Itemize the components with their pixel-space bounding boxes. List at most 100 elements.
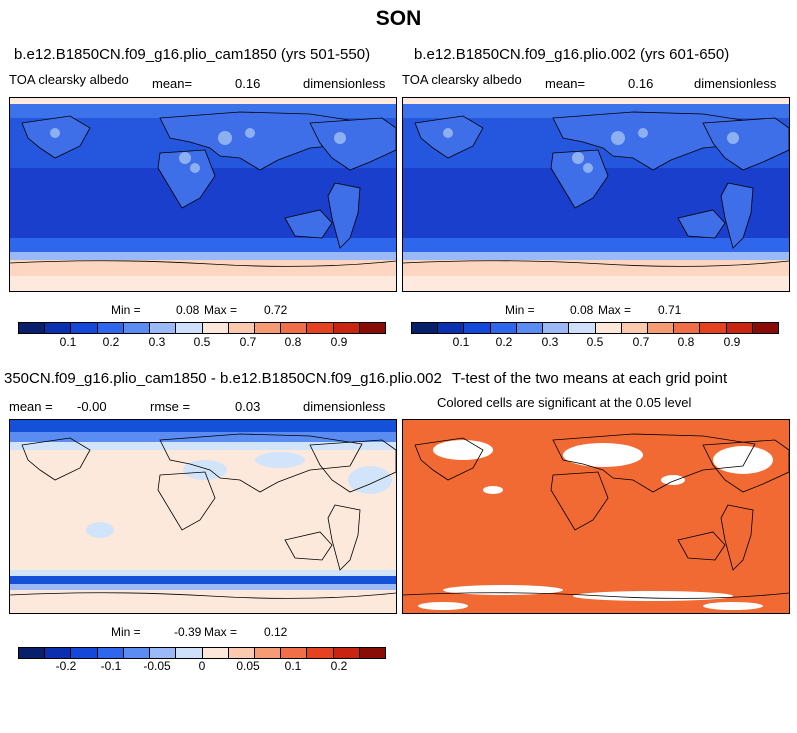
colorbar-swatch bbox=[307, 323, 334, 333]
colorbar-swatch bbox=[150, 648, 177, 658]
panel2-cb-label: 0.2 bbox=[495, 335, 513, 349]
panel3-cb-label: 0.2 bbox=[330, 659, 348, 673]
panel2-units: dimensionless bbox=[694, 76, 777, 91]
colorbar-swatch bbox=[254, 323, 282, 333]
panel4-map bbox=[402, 419, 790, 614]
panel3-cb-label: -0.1 bbox=[100, 659, 122, 673]
colorbar-swatch bbox=[359, 648, 386, 658]
panel3-cb-label: -0.05 bbox=[143, 659, 171, 673]
panel1-colorbar bbox=[18, 322, 386, 334]
colorbar-swatch bbox=[307, 648, 334, 658]
colorbar-swatch bbox=[595, 323, 622, 333]
panel3-colorbar bbox=[18, 647, 386, 659]
panel2-cb-label: 0.5 bbox=[586, 335, 604, 349]
panel3-cb-label: -0.2 bbox=[55, 659, 77, 673]
panel1-cb-label: 0.8 bbox=[284, 335, 302, 349]
panel4-subtitle: Colored cells are significant at the 0.0… bbox=[437, 395, 692, 410]
panel1-cb-label: 0.9 bbox=[330, 335, 348, 349]
colorbar-swatch bbox=[333, 648, 360, 658]
panel1-max-label: Max = bbox=[204, 303, 238, 317]
panel3-rmse-label: rmse = bbox=[150, 399, 191, 414]
panel1-cb-label: 0.5 bbox=[193, 335, 211, 349]
panel1-min-value: 0.08 bbox=[176, 303, 200, 317]
panel2-max-label: Max = bbox=[598, 303, 632, 317]
colorbar-swatch bbox=[647, 323, 675, 333]
colorbar-swatch bbox=[71, 648, 98, 658]
panel3-max-label: Max = bbox=[204, 625, 238, 639]
panel3-cb-label: 0.05 bbox=[236, 659, 260, 673]
panel3-cb-label: 0.1 bbox=[284, 659, 302, 673]
colorbar-swatch bbox=[97, 648, 124, 658]
panel2-max-value: 0.71 bbox=[658, 303, 682, 317]
panel2-colorbar bbox=[411, 322, 779, 334]
panel1-cb-label: 0.1 bbox=[59, 335, 77, 349]
panel2-cb-label: 0.9 bbox=[723, 335, 741, 349]
panel2-mean-label: mean= bbox=[545, 76, 586, 91]
colorbar-swatch bbox=[516, 323, 544, 333]
panel2-map-svg bbox=[403, 98, 789, 291]
colorbar-swatch bbox=[490, 323, 517, 333]
panel2-min-value: 0.08 bbox=[570, 303, 594, 317]
panel3-mean-label: mean = bbox=[9, 399, 53, 414]
colorbar-swatch bbox=[726, 323, 753, 333]
colorbar-swatch bbox=[752, 323, 779, 333]
colorbar-swatch bbox=[97, 323, 124, 333]
panel3-mean-value: -0.00 bbox=[77, 399, 107, 414]
panel2-min-label: Min = bbox=[505, 303, 535, 317]
colorbar-swatch bbox=[45, 648, 72, 658]
colorbar-swatch bbox=[438, 323, 465, 333]
panel3-min-label: Min = bbox=[111, 625, 141, 639]
colorbar-swatch bbox=[281, 648, 308, 658]
panel1-mean-label: mean= bbox=[152, 76, 193, 91]
panel1-map bbox=[9, 97, 397, 292]
colorbar-swatch bbox=[19, 648, 46, 658]
panel1-mean-value: 0.16 bbox=[235, 76, 261, 91]
panel1-map-svg bbox=[10, 98, 396, 291]
panel2-variable-label: TOA clearsky albedo bbox=[402, 72, 522, 87]
panel1-cb-label: 0.3 bbox=[148, 335, 166, 349]
panel3-title: 350CN.f09_g16.plio_cam1850 - b.e12.B1850… bbox=[4, 370, 442, 387]
panel3-units: dimensionless bbox=[303, 399, 386, 414]
colorbar-swatch bbox=[543, 323, 570, 333]
panel2-mean-value: 0.16 bbox=[628, 76, 654, 91]
panel4-title: T-test of the two means at each grid poi… bbox=[452, 370, 728, 387]
colorbar-swatch bbox=[464, 323, 491, 333]
panel1-max-value: 0.72 bbox=[264, 303, 288, 317]
panel2-map bbox=[402, 97, 790, 292]
panel1-variable-label: TOA clearsky albedo bbox=[9, 72, 129, 87]
panel3-map-svg bbox=[10, 420, 396, 613]
colorbar-swatch bbox=[254, 648, 282, 658]
colorbar-swatch bbox=[412, 323, 439, 333]
panel2-cb-label: 0.8 bbox=[677, 335, 695, 349]
panel1-cb-label: 0.7 bbox=[239, 335, 257, 349]
colorbar-swatch bbox=[71, 323, 98, 333]
panel3-min-value: -0.39 bbox=[174, 625, 202, 639]
colorbar-swatch bbox=[176, 323, 203, 333]
colorbar-swatch bbox=[359, 323, 386, 333]
panel1-cb-label: 0.2 bbox=[102, 335, 120, 349]
colorbar-swatch bbox=[569, 323, 596, 333]
panel3-max-value: 0.12 bbox=[264, 625, 288, 639]
figure-title: SON bbox=[375, 7, 422, 30]
panel2-title: b.e12.B1850CN.f09_g16.plio.002 (yrs 601-… bbox=[414, 46, 730, 63]
panel2-cb-label: 0.7 bbox=[632, 335, 650, 349]
panel3-rmse-value: 0.03 bbox=[235, 399, 261, 414]
panel1-min-label: Min = bbox=[111, 303, 141, 317]
colorbar-swatch bbox=[333, 323, 360, 333]
colorbar-swatch bbox=[202, 648, 229, 658]
colorbar-swatch bbox=[228, 648, 255, 658]
colorbar-swatch bbox=[281, 323, 308, 333]
colorbar-swatch bbox=[176, 648, 203, 658]
colorbar-swatch bbox=[202, 323, 229, 333]
colorbar-swatch bbox=[19, 323, 46, 333]
panel1-units: dimensionless bbox=[303, 76, 386, 91]
panel3-cb-label: 0 bbox=[198, 659, 206, 673]
colorbar-swatch bbox=[700, 323, 727, 333]
colorbar-swatch bbox=[150, 323, 177, 333]
colorbar-swatch bbox=[621, 323, 648, 333]
panel1-title: b.e12.B1850CN.f09_g16.plio_cam1850 (yrs … bbox=[14, 46, 371, 63]
panel4-map-svg bbox=[403, 420, 789, 613]
panel3-map bbox=[9, 419, 397, 614]
panel2-cb-label: 0.3 bbox=[541, 335, 559, 349]
colorbar-swatch bbox=[123, 648, 151, 658]
